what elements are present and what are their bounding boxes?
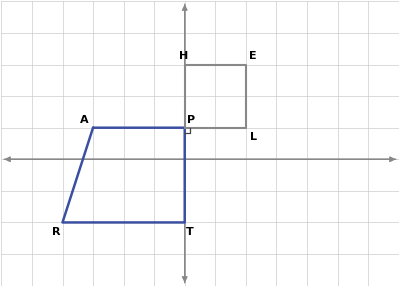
Text: A: A [80,115,88,125]
Text: T: T [186,227,193,237]
Text: P: P [187,115,195,125]
Text: E: E [249,51,256,61]
Text: H: H [178,51,188,61]
Text: L: L [250,131,257,141]
Text: R: R [52,227,61,237]
